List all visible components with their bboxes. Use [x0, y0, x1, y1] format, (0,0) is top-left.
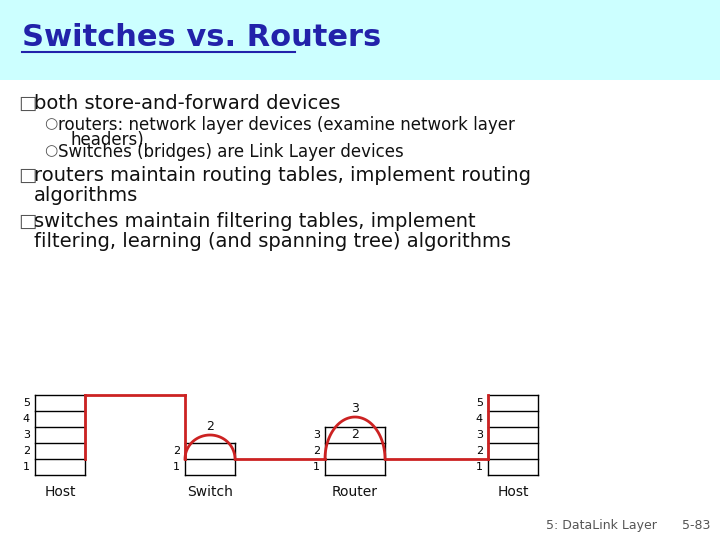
Text: 3: 3 [476, 430, 483, 440]
Text: Switch: Switch [187, 485, 233, 499]
Text: Host: Host [44, 485, 76, 499]
Text: 2: 2 [351, 428, 359, 441]
Text: algorithms: algorithms [34, 186, 138, 205]
Text: Host: Host [498, 485, 528, 499]
Text: 3: 3 [313, 430, 320, 440]
Text: 5: 5 [23, 398, 30, 408]
Text: 1: 1 [313, 462, 320, 472]
Text: 2: 2 [313, 446, 320, 456]
Text: 1: 1 [173, 462, 180, 472]
Text: 1: 1 [23, 462, 30, 472]
Text: Switches (bridges) are Link Layer devices: Switches (bridges) are Link Layer device… [58, 143, 404, 161]
Text: routers maintain routing tables, implement routing: routers maintain routing tables, impleme… [34, 166, 531, 185]
Text: routers: network layer devices (examine network layer: routers: network layer devices (examine … [58, 116, 515, 134]
Text: 5: 5 [476, 398, 483, 408]
Text: □: □ [18, 212, 37, 231]
Bar [0, 0, 720, 80]
Text: Router: Router [332, 485, 378, 499]
Text: 2: 2 [173, 446, 180, 456]
Text: 1: 1 [476, 462, 483, 472]
Text: both store-and-forward devices: both store-and-forward devices [34, 94, 341, 113]
Text: 3: 3 [23, 430, 30, 440]
Text: Switches vs. Routers: Switches vs. Routers [22, 23, 382, 51]
Text: 3: 3 [351, 402, 359, 415]
Text: □: □ [18, 166, 37, 185]
Text: 5: DataLink Layer: 5: DataLink Layer [546, 519, 657, 532]
Text: switches maintain filtering tables, implement: switches maintain filtering tables, impl… [34, 212, 476, 231]
Text: 4: 4 [23, 414, 30, 424]
Text: 2: 2 [206, 420, 214, 433]
Text: ○: ○ [44, 143, 58, 158]
Text: 5-83: 5-83 [682, 519, 710, 532]
Text: □: □ [18, 94, 37, 113]
Text: 2: 2 [476, 446, 483, 456]
Text: headers): headers) [70, 131, 144, 149]
Text: 4: 4 [476, 414, 483, 424]
Text: 2: 2 [23, 446, 30, 456]
Text: ○: ○ [44, 116, 58, 131]
Text: filtering, learning (and spanning tree) algorithms: filtering, learning (and spanning tree) … [34, 232, 511, 251]
